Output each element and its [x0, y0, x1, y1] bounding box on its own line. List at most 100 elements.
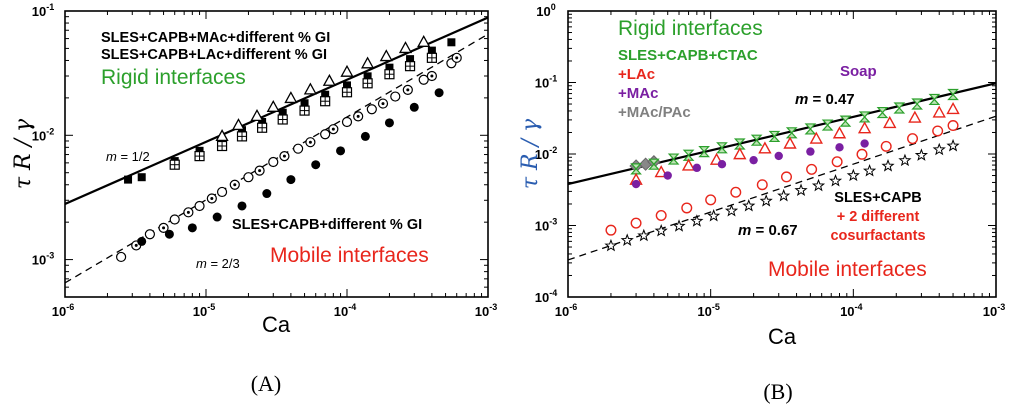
data-point-circle-filled	[311, 160, 321, 170]
x-tick-label: 10-4	[840, 302, 862, 319]
data-point-star	[759, 194, 773, 207]
data-point-green-hourglass	[947, 88, 959, 101]
x-tick-label: 10-3	[983, 302, 1005, 319]
y-tick-label: 10-1	[32, 2, 54, 19]
data-point-red-circle	[947, 120, 959, 132]
mobile-label-b: Mobile interfaces	[768, 258, 927, 281]
data-point-green-hourglass	[768, 130, 781, 143]
data-point-circle-filled	[262, 189, 272, 199]
slope-label-rigid-b: m = 0.47	[795, 91, 855, 108]
data-point-star	[932, 142, 946, 156]
slope-eq-mobile-a: = 2/3	[210, 256, 239, 271]
data-point-triangle-open	[231, 118, 246, 131]
data-point-square-filled	[406, 55, 415, 64]
data-point-green-hourglass	[839, 115, 852, 127]
data-point-circle-dot	[402, 84, 413, 95]
data-point-square-filled	[237, 126, 246, 135]
y-tick-label: 10-2	[535, 145, 557, 162]
data-point-purple-circle	[806, 147, 815, 156]
slope-eq-rigid-b: = 0.47	[813, 91, 855, 108]
data-point-green-hourglass	[785, 127, 798, 139]
data-point-square-open	[194, 151, 205, 162]
ylabel-b: τ R / γ	[518, 118, 543, 189]
data-point-red-triangle	[758, 141, 772, 154]
data-point-circle-dot	[158, 222, 169, 233]
legend-mac-b: +MAc	[618, 85, 658, 102]
data-point-star	[914, 148, 928, 161]
data-point-purple-circle	[631, 179, 641, 189]
data-point-green-hourglass	[911, 98, 923, 110]
data-point-circle-dot	[377, 98, 389, 109]
data-point-triangle-open	[322, 73, 336, 86]
data-point-red-circle	[630, 217, 642, 229]
data-point-circle-dot	[206, 193, 217, 204]
slope-m-rigid-a: m	[106, 149, 117, 164]
data-point-circle-open	[320, 129, 331, 140]
data-point-green-hourglass	[858, 111, 871, 123]
data-point-circle-filled	[384, 118, 394, 128]
data-point-square-open	[216, 140, 228, 152]
data-point-star	[707, 209, 721, 222]
data-point-red-circle	[932, 125, 944, 137]
slope-m-rigid-b: m	[795, 91, 808, 108]
series-star	[604, 138, 960, 252]
data-point-red-triangle	[783, 136, 797, 149]
x-tick-label: 10-4	[334, 302, 356, 319]
x-tick-label: 10-6	[52, 302, 74, 319]
data-point-square-filled	[300, 99, 309, 108]
data-point-green-hourglass	[698, 146, 710, 158]
series-green-hourglass	[630, 88, 959, 175]
data-point-circle-dot	[426, 70, 437, 82]
legend-line-1-a: SLES+CAPB+MAc+different % GI	[101, 30, 330, 46]
data-point-circle-filled	[237, 201, 247, 211]
data-point-square-filled	[363, 72, 372, 81]
xlabel-a: Ca	[262, 312, 291, 337]
data-point-red-triangle	[809, 131, 823, 144]
data-point-green-hourglass	[682, 149, 695, 161]
data-point-square-open	[299, 105, 310, 116]
data-point-circle-open	[216, 186, 228, 198]
mobile-series-label-2-b: + 2 different	[837, 209, 920, 225]
ticks-b: 10-6 10-5 10-4 10-3 10-4 10-3 10-2 10-1 100	[535, 2, 1005, 319]
data-point-triangle-open	[215, 129, 229, 142]
data-point-red-triangle	[857, 121, 872, 134]
slope-label-mobile-b: m = 0.67	[738, 222, 798, 239]
data-point-square-open	[320, 96, 331, 107]
data-point-square-open	[277, 114, 288, 125]
data-point-circle-filled	[187, 223, 197, 233]
data-point-star	[898, 153, 912, 167]
data-point-purple-circle	[692, 163, 702, 173]
data-point-green-hourglass	[667, 153, 680, 165]
data-point-red-circle	[780, 171, 792, 183]
panel-label-b: (B)	[763, 379, 792, 404]
data-point-square-filled	[321, 90, 330, 99]
data-point-square-open	[236, 131, 248, 142]
data-point-triangle-open	[284, 91, 298, 104]
y-tick-label: 10-2	[32, 126, 54, 143]
data-point-circle-filled	[336, 146, 346, 156]
series-circle-dot	[131, 52, 462, 251]
data-point-red-triangle	[654, 165, 668, 178]
data-point-square-filled	[427, 46, 436, 55]
data-point-circle-dot	[328, 124, 339, 135]
data-point-circle-open	[268, 156, 279, 168]
data-point-purple-circle	[835, 143, 844, 152]
slope-m-mobile-b: m	[738, 222, 751, 239]
data-point-red-circle	[880, 140, 892, 152]
data-point-triangle-open	[266, 99, 280, 112]
data-point-green-hourglass	[876, 106, 889, 119]
data-point-red-circle	[605, 224, 617, 236]
data-point-triangle-open	[361, 56, 375, 69]
series-square-open	[169, 52, 437, 170]
x-tick-label: 10-6	[555, 302, 577, 319]
plot-area-a	[65, 16, 488, 284]
data-point-red-triangle	[932, 105, 946, 118]
data-point-triangle-open	[379, 49, 393, 62]
y-tick-label: 10-1	[535, 74, 557, 91]
data-point-circle-dot	[183, 207, 194, 218]
data-point-circle-open	[341, 116, 353, 128]
plot-area-b	[568, 82, 996, 261]
data-point-red-circle	[806, 163, 818, 175]
slope-m-mobile-a: m	[196, 256, 207, 271]
